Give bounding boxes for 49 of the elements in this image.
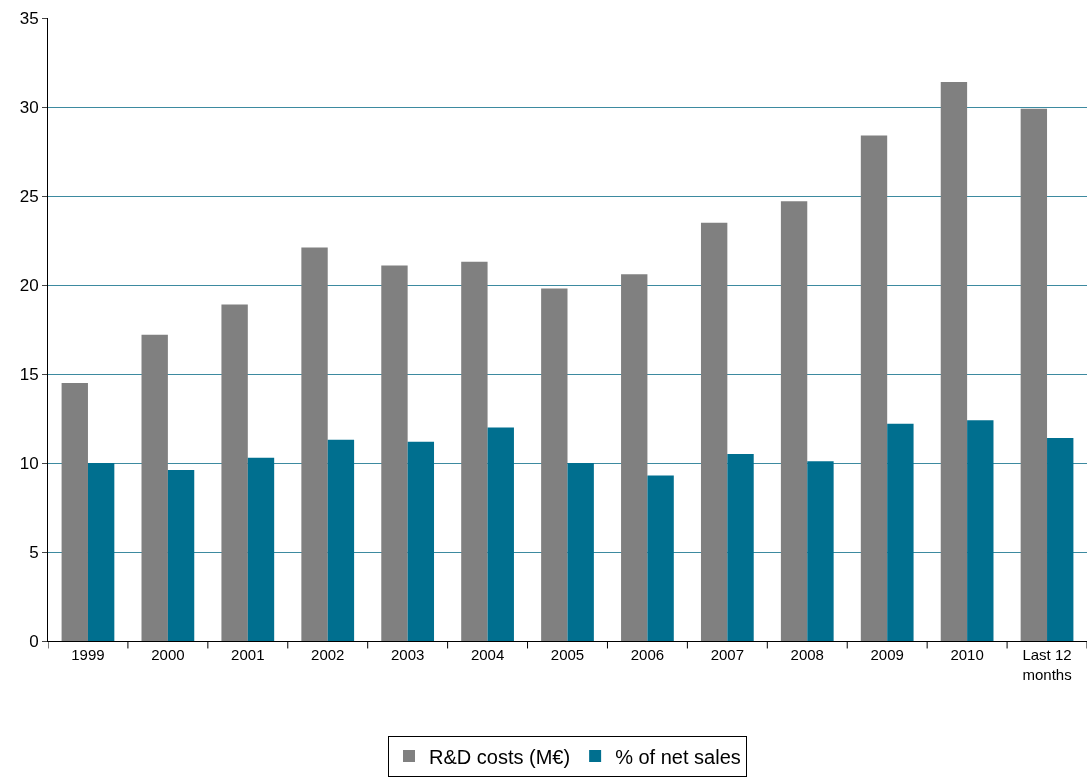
bar — [487, 427, 514, 641]
legend-label: % of net sales — [615, 745, 741, 768]
bar — [301, 247, 328, 641]
bar — [567, 463, 594, 641]
x-tick-label: 2007 — [710, 646, 745, 663]
bar — [940, 82, 968, 641]
bar — [381, 265, 408, 641]
bar — [407, 441, 435, 641]
x-tick-label: 2001 — [231, 646, 265, 663]
bar — [541, 288, 568, 641]
x-tick-label: 2002 — [311, 646, 345, 663]
bar — [61, 382, 88, 641]
y-tick-label: 30 — [19, 97, 39, 117]
x-tick-label: 2004 — [470, 646, 505, 663]
x-tick-label: 2009 — [870, 646, 904, 663]
x-tick-label: 2005 — [550, 646, 585, 663]
y-tick-label: 5 — [29, 542, 39, 562]
bar — [621, 274, 648, 641]
bar — [327, 439, 355, 641]
y-tick-label: 35 — [19, 8, 39, 28]
y-tick-label: 10 — [19, 453, 39, 473]
bar — [780, 201, 808, 641]
y-tick-label: 20 — [19, 275, 39, 295]
bar — [807, 461, 834, 641]
bar — [647, 475, 674, 641]
x-tick-label: 2000 — [151, 646, 185, 663]
y-tick-label: 0 — [29, 631, 39, 651]
x-tick-label: 2003 — [390, 646, 425, 663]
bar — [221, 304, 248, 641]
bar — [141, 334, 168, 641]
legend-label: R&D costs (M€) — [429, 745, 571, 768]
bar — [167, 470, 195, 641]
bar — [87, 463, 115, 641]
bar — [700, 222, 728, 641]
x-tick-label: 2010 — [950, 646, 984, 663]
bar — [1047, 438, 1074, 641]
bar — [1020, 108, 1048, 641]
bar — [461, 261, 488, 641]
bar — [887, 423, 914, 641]
x-tick-label: 2006 — [630, 646, 665, 663]
bar — [727, 454, 754, 641]
y-tick-label: 15 — [19, 364, 39, 384]
x-tick-label: 1999 — [71, 646, 105, 663]
y-tick-label: 25 — [19, 186, 39, 206]
bar — [967, 420, 994, 641]
bar — [247, 457, 275, 641]
x-tick-label: Last 12 months — [1022, 646, 1072, 683]
x-tick-label: 2008 — [790, 646, 824, 663]
bar — [860, 135, 888, 641]
